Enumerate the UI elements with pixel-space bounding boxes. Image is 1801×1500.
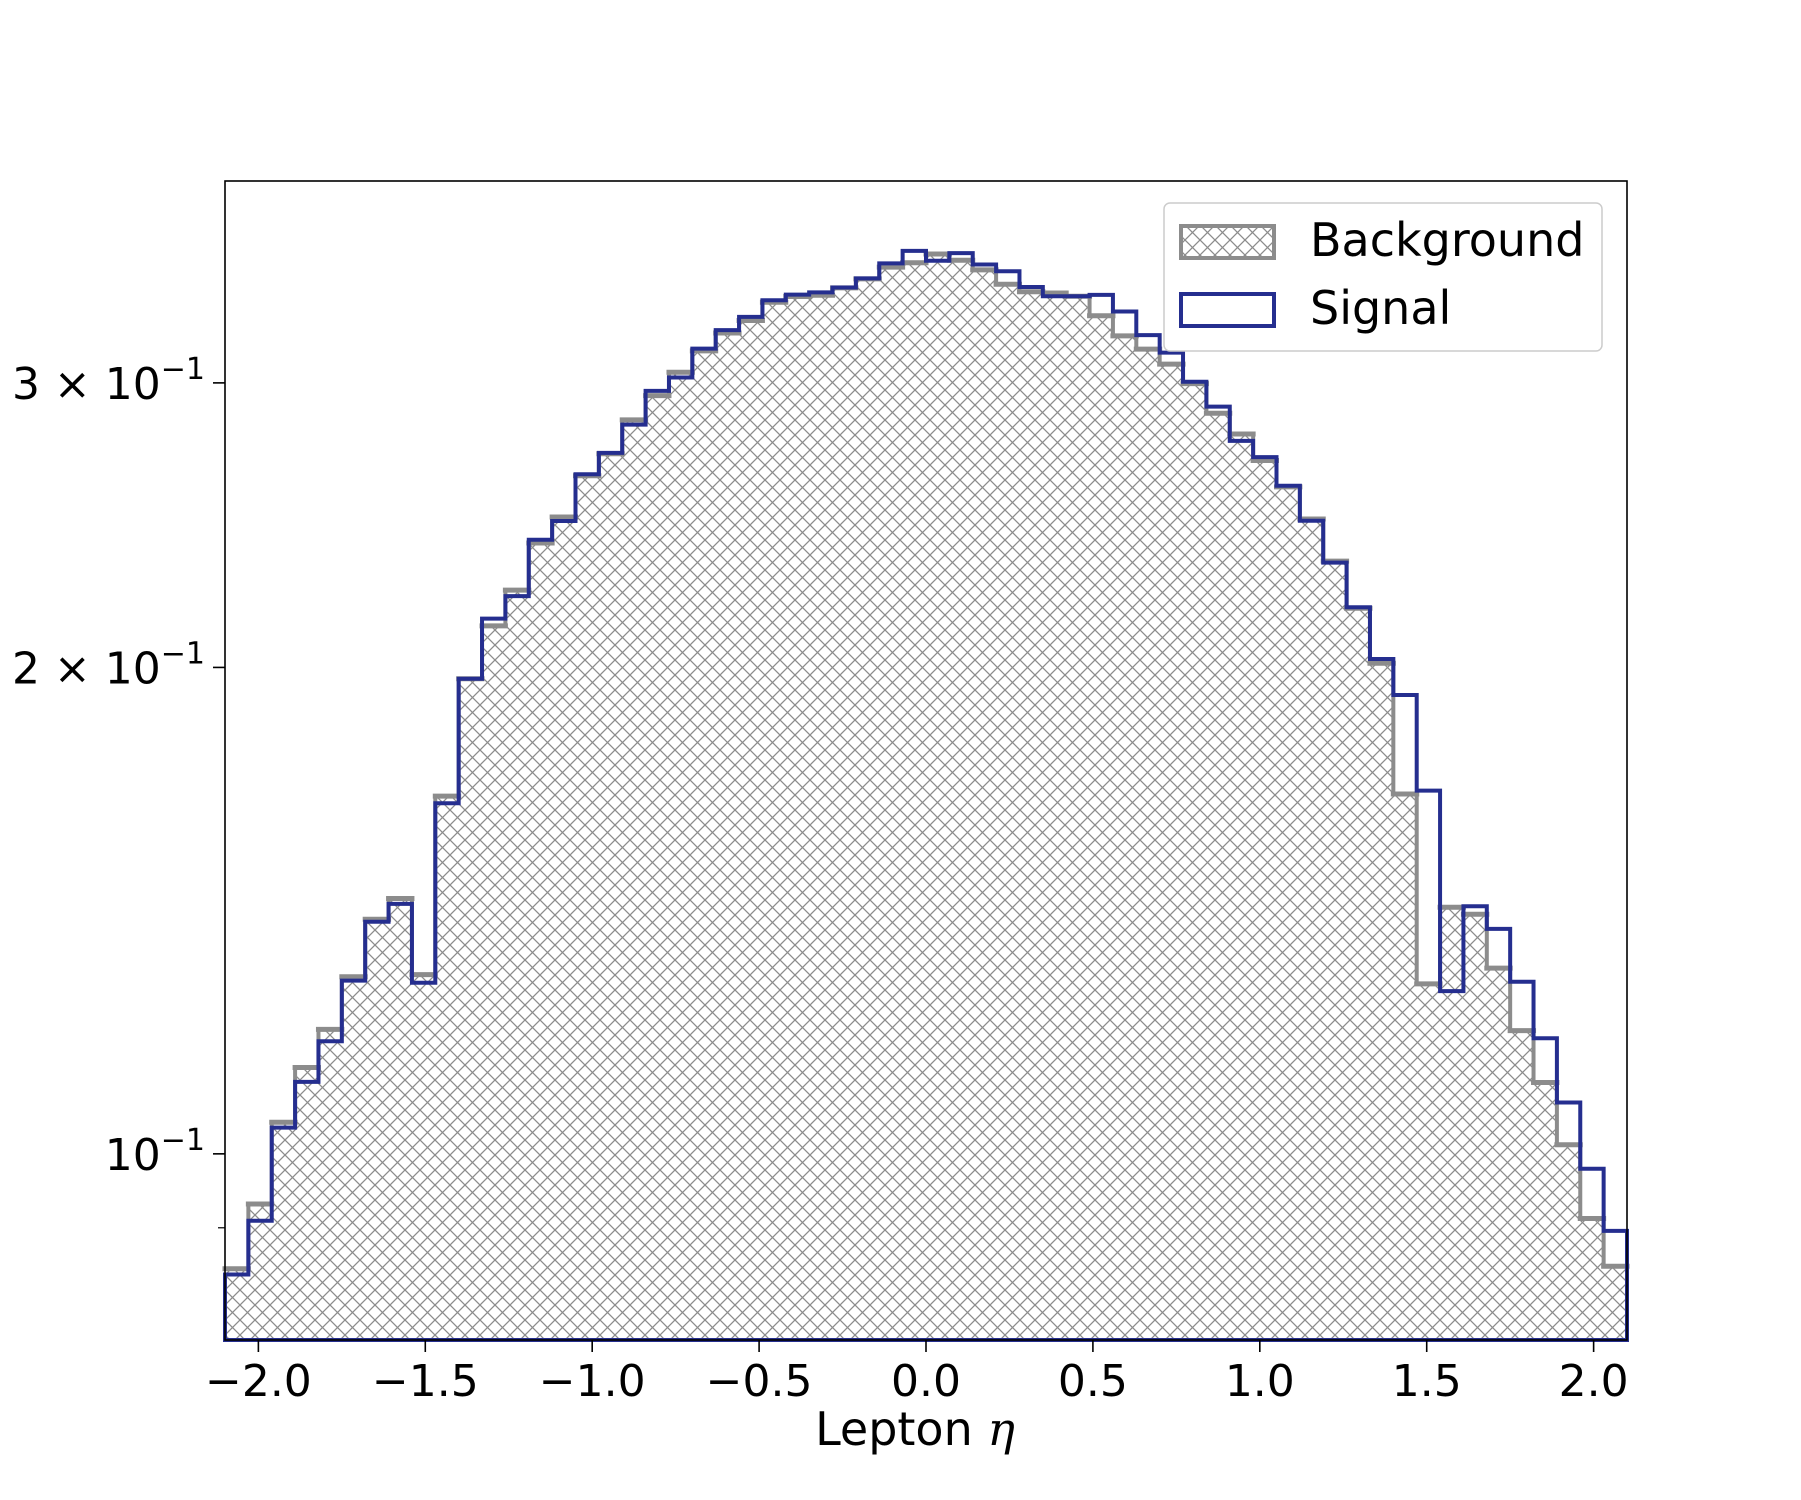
y-tick-label: 10−1 — [105, 1123, 205, 1181]
legend-label-signal: Signal — [1310, 281, 1451, 335]
y-tick-label: 2 × 10−1 — [12, 636, 205, 694]
x-tick-label: 1.0 — [1225, 1356, 1295, 1407]
legend-item-background[interactable]: Background — [1179, 213, 1584, 267]
x-tick-label: 0.0 — [891, 1356, 961, 1407]
x-tick-label: 2.0 — [1559, 1356, 1629, 1407]
x-axis-label: Lepton η — [815, 1402, 1015, 1456]
x-tick-label: 1.5 — [1392, 1356, 1462, 1407]
signal-outline — [223, 248, 1629, 1342]
x-axis: −2.0 −1.5 −1.0 −0.5 0.0 0.5 1.0 1.5 2.0 — [205, 1340, 1629, 1407]
plot-area — [222, 248, 1630, 1342]
x-tick-label: −1.5 — [372, 1356, 479, 1407]
background-fill — [225, 253, 1627, 1341]
legend-swatch-background — [1179, 224, 1276, 260]
signal-histogram — [223, 248, 1629, 1342]
y-axis: 10−1 2 × 10−1 3 × 10−1 — [12, 352, 225, 1229]
x-tick-label: 0.5 — [1058, 1356, 1128, 1407]
legend-label-background: Background — [1310, 213, 1584, 267]
x-tick-label: −1.0 — [539, 1356, 646, 1407]
x-tick-label: −2.0 — [205, 1356, 312, 1407]
background-histogram — [222, 251, 1630, 1341]
legend: Background Signal — [1163, 202, 1603, 352]
x-tick-label: −0.5 — [706, 1356, 813, 1407]
y-tick-label: 3 × 10−1 — [12, 352, 205, 410]
legend-swatch-signal — [1179, 292, 1276, 328]
legend-item-signal[interactable]: Signal — [1179, 281, 1451, 335]
